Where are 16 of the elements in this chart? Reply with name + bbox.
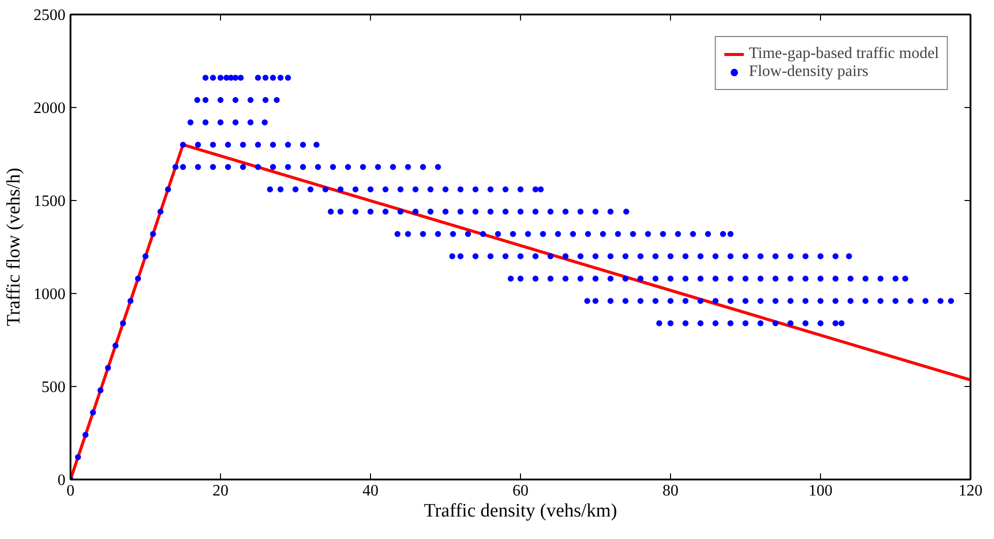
x-tick-label: 20	[212, 482, 228, 500]
x-tick-label: 120	[958, 482, 982, 500]
legend-label: Time-gap-based traffic model	[748, 45, 939, 63]
x-tick-label: 40	[362, 482, 378, 500]
y-tick-label: 0	[58, 472, 66, 489]
y-tick-label: 2000	[34, 100, 66, 117]
y-tick-label: 500	[42, 379, 66, 396]
x-tick-label: 60	[512, 482, 528, 500]
x-tick-label: 80	[662, 482, 678, 500]
x-tick-label: 100	[808, 482, 832, 500]
y-axis-title: Traffic flow (vehs/h)	[4, 168, 24, 326]
y-tick-label: 2500	[34, 7, 66, 24]
y-tick-label: 1000	[34, 286, 66, 303]
legend-label: Flow-density pairs	[748, 63, 868, 81]
x-axis-title: Traffic density (vehs/km)	[424, 500, 618, 522]
y-tick-label: 1500	[34, 193, 66, 210]
